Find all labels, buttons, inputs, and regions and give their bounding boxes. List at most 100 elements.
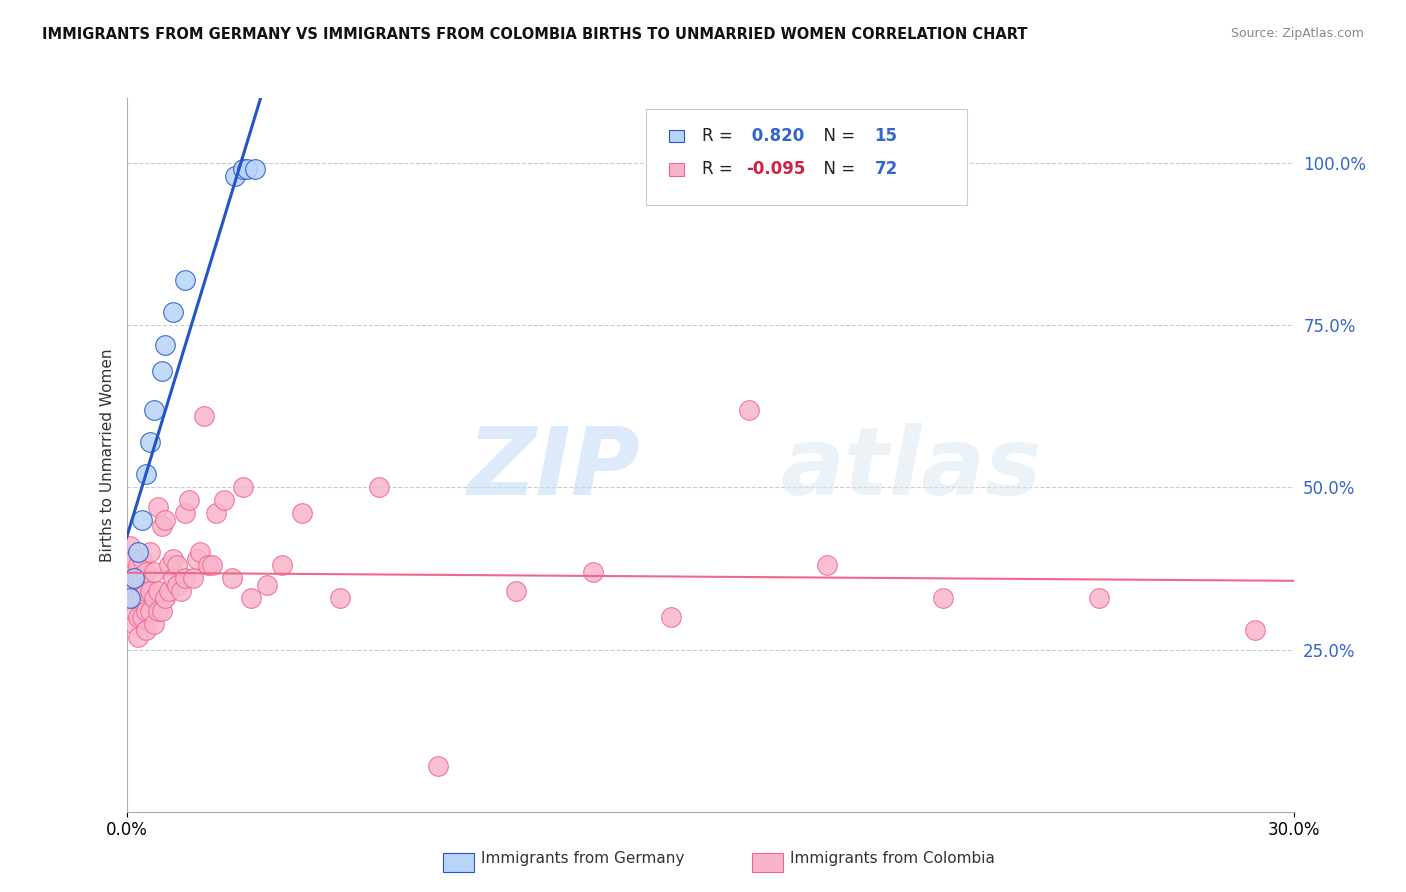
Text: ZIP: ZIP (467, 423, 640, 516)
Point (174, 571, 197, 585)
Point (146, 584, 169, 599)
Point (186, 551, 208, 566)
Point (201, 558, 224, 573)
Point (155, 591, 177, 605)
Point (1243, 623, 1265, 637)
Point (181, 571, 204, 585)
Point (127, 610, 149, 624)
Point (232, 162, 254, 177)
Text: Immigrants from Germany: Immigrants from Germany (481, 851, 685, 865)
Point (224, 169, 246, 183)
Text: N =: N = (813, 127, 860, 145)
Point (166, 577, 188, 591)
Point (150, 363, 173, 377)
Point (505, 584, 527, 599)
Point (221, 571, 243, 585)
Text: -0.095: -0.095 (747, 161, 806, 178)
Point (150, 604, 173, 618)
Text: 72: 72 (875, 161, 898, 178)
Point (146, 604, 169, 618)
Point (426, 759, 449, 773)
Point (162, 305, 184, 319)
Point (150, 519, 173, 533)
Point (124, 551, 146, 566)
Point (135, 604, 157, 618)
Point (236, 162, 259, 177)
Point (193, 409, 215, 423)
Point (174, 506, 197, 520)
Point (135, 584, 157, 599)
Point (142, 591, 165, 605)
Point (120, 591, 142, 605)
Point (582, 565, 605, 579)
Point (290, 506, 312, 520)
Point (174, 273, 197, 287)
Point (177, 493, 200, 508)
Point (131, 551, 153, 566)
Point (232, 480, 254, 494)
Point (815, 558, 838, 573)
Point (1088, 591, 1111, 605)
Point (124, 591, 146, 605)
Point (139, 604, 162, 618)
Point (142, 402, 165, 417)
Point (659, 610, 682, 624)
Point (135, 467, 157, 482)
Text: atlas: atlas (780, 423, 1042, 516)
Point (932, 591, 955, 605)
Text: 0.820: 0.820 (747, 127, 804, 145)
Point (157, 584, 180, 599)
Point (127, 545, 149, 559)
Point (271, 558, 294, 573)
Point (155, 337, 177, 351)
Point (738, 402, 761, 417)
Point (120, 551, 142, 566)
Text: R =: R = (702, 127, 738, 145)
Point (124, 604, 146, 618)
Point (368, 480, 391, 494)
Point (135, 565, 157, 579)
Text: N =: N = (813, 161, 860, 178)
Text: R =: R = (702, 161, 738, 178)
Text: Immigrants from Colombia: Immigrants from Colombia (790, 851, 995, 865)
Y-axis label: Births to Unmarried Women: Births to Unmarried Women (100, 348, 115, 562)
Point (139, 434, 162, 449)
Point (146, 500, 169, 514)
Bar (669, 129, 683, 143)
Point (142, 565, 165, 579)
Point (166, 558, 188, 573)
Point (205, 506, 228, 520)
Point (120, 539, 142, 553)
Point (162, 551, 184, 566)
Point (170, 584, 193, 599)
Point (124, 616, 146, 631)
Point (190, 545, 212, 559)
Point (127, 558, 149, 573)
Point (131, 591, 153, 605)
Point (124, 571, 146, 585)
FancyBboxPatch shape (645, 109, 967, 205)
Bar (669, 163, 683, 176)
Point (142, 616, 165, 631)
Point (124, 565, 146, 579)
Point (197, 558, 219, 573)
Point (212, 493, 235, 508)
Point (256, 577, 278, 591)
Point (139, 545, 162, 559)
Text: Source: ZipAtlas.com: Source: ZipAtlas.com (1230, 27, 1364, 40)
Point (243, 162, 266, 177)
Point (162, 571, 184, 585)
Point (131, 571, 153, 585)
Point (127, 571, 149, 585)
Point (120, 577, 142, 591)
Point (131, 610, 153, 624)
Text: IMMIGRANTS FROM GERMANY VS IMMIGRANTS FROM COLOMBIA BIRTHS TO UNMARRIED WOMEN CO: IMMIGRANTS FROM GERMANY VS IMMIGRANTS FR… (42, 27, 1028, 42)
Point (135, 623, 157, 637)
Point (329, 591, 352, 605)
Point (120, 591, 142, 605)
Text: 15: 15 (875, 127, 897, 145)
Point (127, 630, 149, 644)
Point (157, 558, 180, 573)
Point (127, 591, 149, 605)
Point (240, 591, 263, 605)
